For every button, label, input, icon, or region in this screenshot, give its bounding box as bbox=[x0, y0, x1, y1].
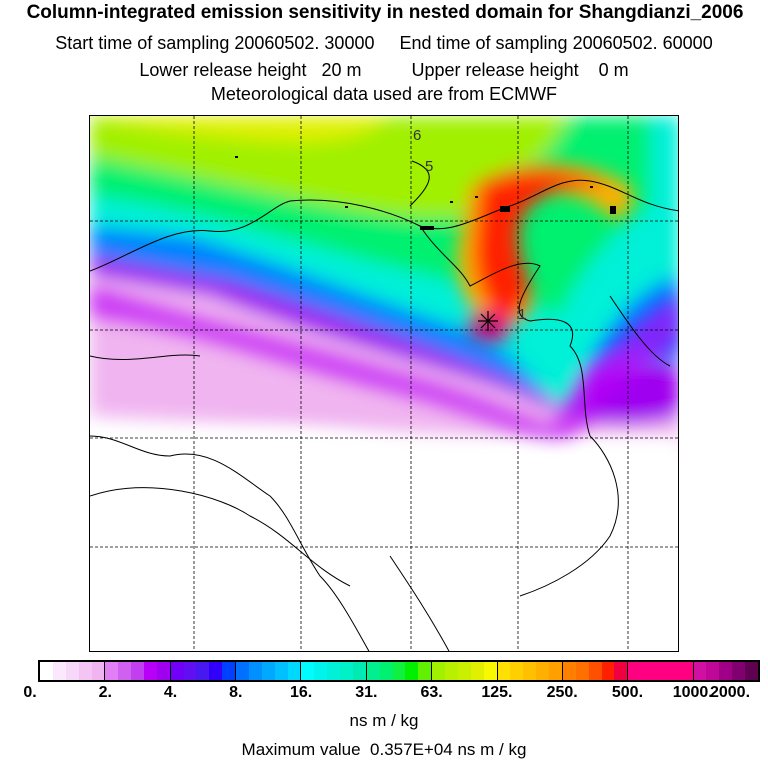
colorbar-swatch bbox=[483, 662, 497, 680]
colorbar-swatch bbox=[666, 662, 680, 680]
met-data-source: Meteorological data used are from ECMWF bbox=[210, 84, 558, 104]
coastlines-borders bbox=[90, 160, 678, 651]
colorbar-swatch bbox=[366, 662, 380, 680]
colorbar-segment bbox=[432, 662, 498, 680]
colorbar-swatch bbox=[287, 662, 301, 680]
colorbar-swatch bbox=[693, 662, 707, 680]
colorbar-swatch bbox=[352, 662, 366, 680]
colorbar-swatch bbox=[405, 662, 419, 680]
colorbar-tick-label: 250. bbox=[546, 684, 578, 701]
colorbar-tick-label: 125. bbox=[481, 684, 513, 701]
colorbar-swatch bbox=[641, 662, 654, 680]
colorbar-tick-label: 16. bbox=[289, 684, 313, 701]
colorbar-tick-label: 2. bbox=[98, 684, 112, 701]
colorbar-swatch bbox=[418, 662, 432, 680]
colorbar-swatch bbox=[327, 662, 341, 680]
map-label-6: 6 bbox=[413, 127, 422, 144]
colorbar-swatch bbox=[314, 662, 328, 680]
colorbar-swatch bbox=[457, 662, 471, 680]
sampling-times: Start time of sampling 20060502. 30000 E… bbox=[55, 33, 713, 53]
colorbar-swatch bbox=[52, 662, 66, 680]
map-label-1: 1 bbox=[518, 306, 527, 323]
colorbar-swatch bbox=[719, 662, 733, 680]
colorbar-tick-label: 63. bbox=[420, 684, 443, 701]
colorbar-segment bbox=[40, 662, 106, 680]
colorbar-swatch bbox=[170, 662, 184, 680]
colorbar-swatch bbox=[562, 662, 576, 680]
colorbar-segment bbox=[301, 662, 367, 680]
colorbar-swatch bbox=[78, 662, 92, 680]
colorbar-segment bbox=[105, 662, 171, 680]
colorbar-swatch bbox=[588, 662, 602, 680]
colorbar-swatch bbox=[432, 662, 446, 680]
colorbar-swatch bbox=[653, 662, 667, 680]
colorbar-tick-label: 0. bbox=[23, 684, 37, 701]
colorbar-swatch bbox=[340, 662, 353, 680]
colorbar-swatch bbox=[183, 662, 197, 680]
colorbar-segment bbox=[562, 662, 629, 680]
colorbar-swatch bbox=[523, 662, 537, 680]
colorbar-tick-label: 4. bbox=[163, 684, 178, 701]
colorbar-swatch bbox=[274, 662, 288, 680]
grid-lines bbox=[90, 116, 678, 651]
star-icon bbox=[478, 311, 498, 331]
colorbar-swatch bbox=[497, 662, 511, 680]
map-label-5: 5 bbox=[425, 158, 434, 175]
maximum-value: Maximum value 0.357E+04 ns m / kg bbox=[241, 740, 527, 759]
colorbar-swatch bbox=[379, 662, 393, 680]
colorbar-swatch bbox=[40, 662, 53, 680]
colorbar-swatch bbox=[575, 662, 589, 680]
colorbar-tick-label: 2000. bbox=[709, 684, 751, 701]
colorbar-tick-label: 1000. bbox=[672, 684, 713, 701]
colorbar-swatch bbox=[65, 662, 79, 680]
colorbar-segment bbox=[628, 662, 694, 680]
colorbar-segment bbox=[693, 662, 758, 680]
colorbar-swatch bbox=[510, 662, 524, 680]
colorbar-segment bbox=[170, 662, 237, 680]
colorbar-swatch bbox=[209, 662, 223, 680]
colorbar-swatch bbox=[118, 662, 132, 680]
colorbar-swatch bbox=[732, 662, 746, 680]
plot-title: Column-integrated emission sensitivity i… bbox=[26, 2, 744, 23]
colorbar-swatch bbox=[91, 662, 105, 680]
colorbar-swatch bbox=[601, 662, 615, 680]
colorbar-tick-label: 500. bbox=[611, 684, 644, 701]
colorbar-swatch bbox=[549, 662, 562, 680]
colorbar-swatch bbox=[196, 662, 210, 680]
colorbar-swatch bbox=[745, 662, 758, 680]
colorbar-segment bbox=[497, 662, 563, 680]
colorbar-swatch bbox=[392, 662, 406, 680]
colorbar-swatch bbox=[301, 662, 315, 680]
colorbar-swatch bbox=[105, 662, 119, 680]
colorbar-swatch bbox=[131, 662, 144, 680]
colorbar-segment bbox=[236, 662, 302, 680]
colorbar-tick-label: 8. bbox=[229, 684, 243, 701]
colorbar-segment bbox=[366, 662, 433, 680]
colorbar-swatch bbox=[261, 662, 275, 680]
colorbar-swatch bbox=[628, 662, 642, 680]
colorbar-swatch bbox=[156, 662, 170, 680]
colorbar-swatch bbox=[445, 662, 458, 680]
colorbar-unit: ns m / kg bbox=[349, 711, 419, 730]
colorbar-swatch bbox=[614, 662, 628, 680]
colorbar-swatch bbox=[143, 662, 157, 680]
map-field bbox=[90, 116, 678, 651]
colorbar-swatch bbox=[222, 662, 236, 680]
colorbar-swatch bbox=[236, 662, 249, 680]
colorbar-swatch bbox=[679, 662, 693, 680]
colorbar-swatch bbox=[536, 662, 550, 680]
colorbar bbox=[38, 660, 760, 682]
colorbar-swatch bbox=[248, 662, 262, 680]
colorbar-swatch bbox=[470, 662, 484, 680]
colorbar-swatch bbox=[706, 662, 720, 680]
dot-markers bbox=[235, 156, 616, 230]
release-heights: Lower release height 20 m Upper release … bbox=[139, 60, 629, 80]
colorbar-tick-label: 31. bbox=[355, 684, 378, 701]
emission-sensitivity-map: 6 5 1 bbox=[89, 115, 679, 652]
